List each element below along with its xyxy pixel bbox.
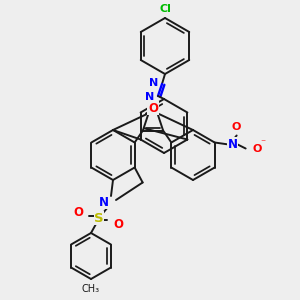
- Text: S: S: [94, 212, 104, 224]
- Text: O: O: [232, 122, 241, 131]
- Text: O: O: [148, 101, 158, 115]
- Text: O: O: [113, 218, 123, 230]
- Text: O: O: [253, 143, 262, 154]
- Text: N: N: [99, 196, 109, 208]
- Text: Cl: Cl: [159, 4, 171, 14]
- Text: N: N: [145, 92, 154, 102]
- Text: N: N: [228, 138, 238, 151]
- Text: ⁻: ⁻: [261, 139, 266, 148]
- Text: O: O: [73, 206, 83, 218]
- Text: N: N: [149, 78, 158, 88]
- Text: CH₃: CH₃: [82, 284, 100, 294]
